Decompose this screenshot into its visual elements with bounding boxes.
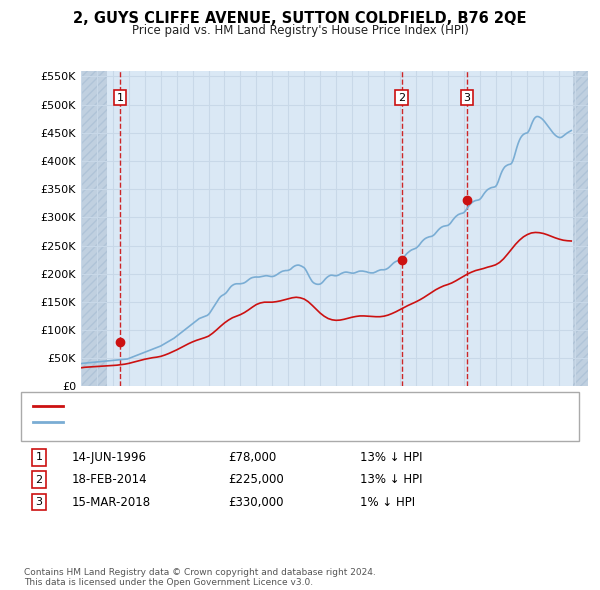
Text: 13% ↓ HPI: 13% ↓ HPI (360, 451, 422, 464)
Text: Price paid vs. HM Land Registry's House Price Index (HPI): Price paid vs. HM Land Registry's House … (131, 24, 469, 37)
Text: 14-JUN-1996: 14-JUN-1996 (72, 451, 147, 464)
Text: 13% ↓ HPI: 13% ↓ HPI (360, 473, 422, 486)
Text: £330,000: £330,000 (228, 496, 284, 509)
Text: 1: 1 (116, 93, 124, 103)
Text: £78,000: £78,000 (228, 451, 276, 464)
Text: HPI: Average price, detached house, Birmingham: HPI: Average price, detached house, Birm… (69, 418, 338, 427)
Bar (81, 71, 107, 386)
Text: 3: 3 (35, 497, 43, 507)
Text: 2, GUYS CLIFFE AVENUE, SUTTON COLDFIELD, B76 2QE (detached house): 2, GUYS CLIFFE AVENUE, SUTTON COLDFIELD,… (69, 401, 471, 411)
Text: 1% ↓ HPI: 1% ↓ HPI (360, 496, 415, 509)
Text: 1: 1 (35, 453, 43, 462)
Bar (572, 71, 588, 386)
Text: 2, GUYS CLIFFE AVENUE, SUTTON COLDFIELD, B76 2QE: 2, GUYS CLIFFE AVENUE, SUTTON COLDFIELD,… (73, 11, 527, 25)
Text: 18-FEB-2014: 18-FEB-2014 (72, 473, 148, 486)
Text: Contains HM Land Registry data © Crown copyright and database right 2024.
This d: Contains HM Land Registry data © Crown c… (24, 568, 376, 587)
Text: £225,000: £225,000 (228, 473, 284, 486)
Text: 15-MAR-2018: 15-MAR-2018 (72, 496, 151, 509)
Text: 3: 3 (463, 93, 470, 103)
Text: 2: 2 (35, 475, 43, 484)
Text: 2: 2 (398, 93, 406, 103)
